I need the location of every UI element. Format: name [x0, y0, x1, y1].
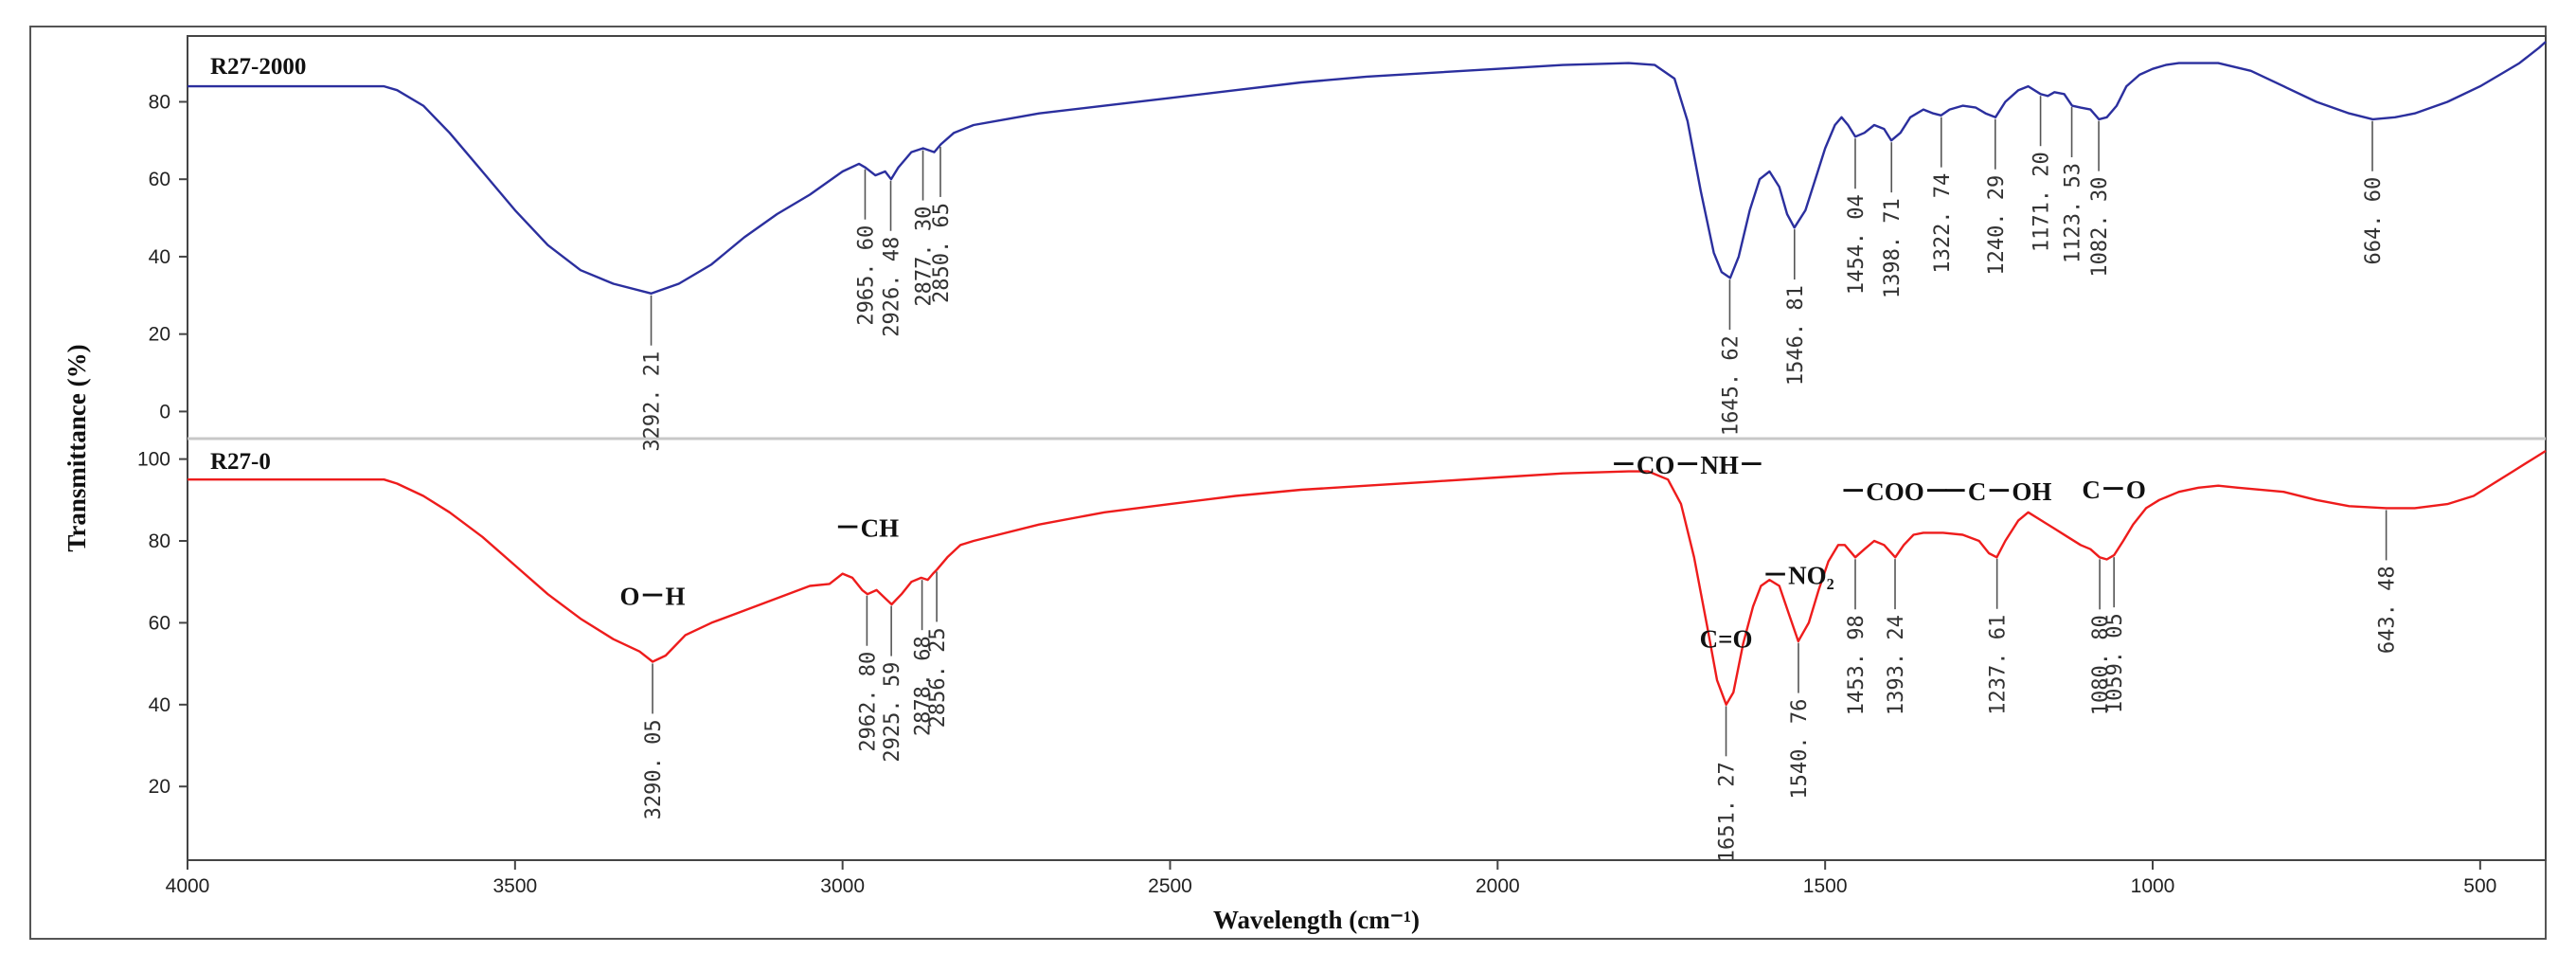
- peak-label: 1454. 04: [1845, 194, 1869, 295]
- functional-group-label: －NO₂: [1762, 562, 1834, 590]
- peak-label: 1398. 71: [1881, 198, 1905, 298]
- peak-label: 1540. 76: [1788, 699, 1812, 800]
- peak-label: 2877. 30: [913, 207, 937, 307]
- x-tick-label: 4000: [166, 875, 210, 897]
- peak-label: 1240. 29: [1985, 175, 2009, 276]
- panel-r27-0: 20 40 60 80 100 3290. 05 2962. 80 2925. 59 2878.…: [137, 449, 2547, 862]
- x-tick-label: 2000: [1476, 875, 1520, 897]
- y-axis-title: Transmittance (%): [63, 344, 91, 551]
- y-tick-label: 0: [159, 401, 170, 423]
- y-tick-label: 60: [149, 169, 170, 190]
- peak-label: 3292. 21: [641, 351, 665, 452]
- functional-group-label: O－H: [620, 582, 686, 610]
- peak-label: 2965. 60: [855, 225, 879, 326]
- peak-label: 1059. 05: [2103, 613, 2127, 713]
- y-tick-label: 60: [149, 612, 170, 634]
- functional-group-label: C－O: [2082, 476, 2146, 504]
- x-tick-label: 2500: [1148, 875, 1192, 897]
- panel-r27-2000: 0 20 40 60 80 3292. 21 2965. 60 2926. 48 2877. 3…: [149, 41, 2547, 452]
- spectrum-line-r27-2000: [188, 41, 2547, 295]
- functional-group-label: －C－OH: [1942, 477, 2052, 506]
- peak-label: 2925. 59: [881, 662, 904, 763]
- functional-group-label: －CH: [835, 514, 900, 543]
- peak-label: 1645. 62: [1719, 335, 1743, 436]
- plot-area: [187, 35, 2547, 861]
- x-tick-label: 3500: [492, 875, 537, 897]
- peak-label: 2878. 68: [912, 636, 936, 736]
- peak-label: 1082. 30: [2088, 177, 2112, 278]
- y-tick-label: 80: [149, 91, 170, 113]
- peak-label: 3290. 05: [642, 719, 666, 819]
- x-tick-label: 3000: [820, 875, 865, 897]
- series-label-r27-0: R27-0: [210, 449, 271, 475]
- peak-label: 2962. 80: [856, 652, 880, 752]
- y-tick-label: 40: [149, 694, 170, 716]
- x-tick-label: 500: [2463, 875, 2496, 897]
- peak-label: 1123. 53: [2062, 163, 2085, 263]
- spectrum-line-r27-0: [188, 449, 2547, 706]
- x-tick-label: 1500: [1803, 875, 1848, 897]
- y-tick-label: 100: [137, 449, 170, 471]
- functional-group-label: －CO－NH－: [1611, 451, 1764, 479]
- peak-label: 1393. 24: [1885, 615, 1908, 715]
- functional-group-label: －COO－: [1840, 477, 1950, 506]
- x-axis-title: Wavelength (cm⁻¹): [1213, 906, 1420, 934]
- peak-label: 1453. 98: [1845, 615, 1869, 715]
- peak-label: 2850. 65: [930, 203, 954, 303]
- peak-label: 1237. 61: [1987, 615, 2011, 715]
- series-label-r27-2000: R27-2000: [210, 54, 306, 80]
- y-tick-label: 20: [149, 776, 170, 798]
- y-tick-label: 40: [149, 246, 170, 268]
- functional-group-label: C=O: [1700, 624, 1753, 653]
- peak-label: 1080. 80: [2089, 615, 2113, 715]
- y-tick-label: 80: [149, 530, 170, 552]
- peak-label: 1322. 74: [1931, 173, 1955, 274]
- peak-label: 1651. 27: [1716, 762, 1740, 862]
- peak-label: 643. 48: [2376, 566, 2400, 654]
- peak-label: 1171. 20: [2030, 152, 2054, 252]
- peak-label: 2856. 25: [926, 627, 950, 728]
- x-axis: 4000 3500 3000 2500 2000 1500 1000 500: [166, 860, 2496, 897]
- peak-label: 2926. 48: [881, 237, 904, 337]
- peak-label: 664. 60: [2362, 177, 2386, 265]
- x-tick-label: 1000: [2131, 875, 2175, 897]
- y-tick-label: 20: [149, 324, 170, 346]
- peak-label: 1546. 81: [1784, 285, 1808, 386]
